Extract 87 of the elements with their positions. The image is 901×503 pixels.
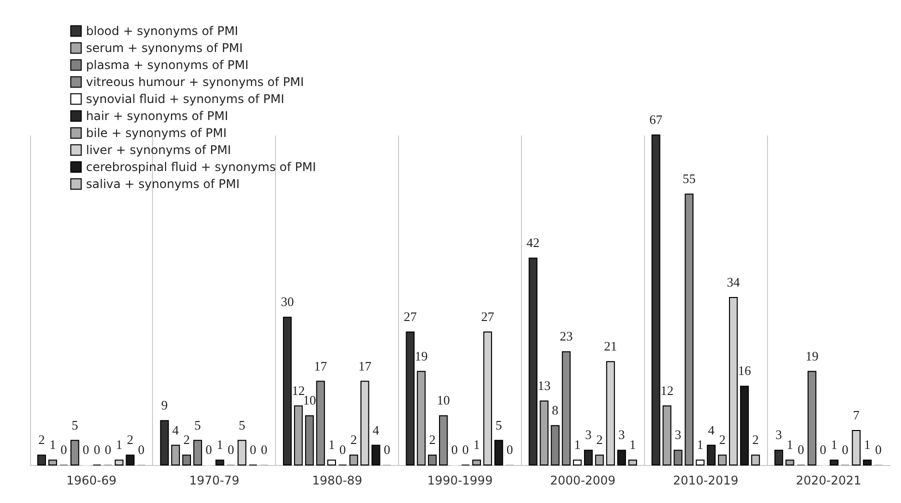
legend-label: synovial fluid + synonyms of PMI [86, 92, 284, 106]
data-label: 17 [314, 358, 328, 374]
data-label: 8 [552, 402, 558, 418]
data-label: 1 [328, 437, 335, 452]
data-label: 0 [875, 442, 882, 457]
legend-label: bile + synonyms of PMI [86, 126, 227, 140]
data-label: 0 [798, 442, 804, 457]
data-label: 1 [49, 437, 56, 452]
data-label: 3 [776, 427, 782, 442]
x-tick-label: 1960-69 [66, 474, 116, 488]
data-label: 0 [842, 442, 848, 457]
data-label: 0 [506, 442, 514, 457]
data-label: 1 [696, 437, 704, 452]
data-label: 10 [436, 392, 450, 408]
data-label: 2 [38, 432, 45, 448]
data-label: 5 [72, 417, 78, 432]
data-label: 19 [414, 348, 428, 364]
data-label: 4 [372, 422, 380, 438]
data-label: 17 [358, 358, 372, 374]
x-tick-label: 2020-2021 [796, 474, 862, 488]
data-label: 0 [60, 442, 68, 457]
x-tick-label: 1970-79 [189, 474, 240, 488]
data-label: 13 [538, 378, 551, 393]
data-label: 1 [786, 437, 794, 452]
data-label: 1 [473, 437, 480, 452]
data-label: 3 [674, 427, 682, 442]
legend-label: hair + synonyms of PMI [86, 109, 228, 123]
x-tick-label: 2010-2019 [673, 474, 738, 488]
data-label: 55 [682, 171, 696, 186]
data-label: 2 [429, 432, 436, 448]
data-label: 0 [250, 442, 256, 457]
data-label: 2 [183, 432, 190, 448]
data-label: 0 [339, 442, 346, 457]
data-label: 19 [805, 348, 818, 364]
data-label: 1 [116, 437, 122, 452]
data-label: 3 [618, 427, 625, 442]
legend-label: plasma + synonyms of PMI [86, 58, 249, 72]
x-tick-label: 2000-2009 [550, 474, 616, 488]
data-label: 0 [260, 442, 268, 457]
data-label: 2 [126, 432, 134, 448]
legend-label: serum + synonyms of PMI [86, 41, 243, 55]
data-label: 0 [820, 442, 826, 457]
data-label: 30 [280, 294, 294, 310]
data-label: 2 [752, 432, 759, 448]
legend-label: cerebrospinal fluid + synonyms of PMI [86, 160, 316, 174]
data-label: 4 [172, 422, 180, 438]
data-label: 2 [350, 432, 357, 448]
data-label: 1 [864, 437, 871, 452]
legend-label: saliva + synonyms of PMI [86, 177, 240, 191]
data-label: 9 [161, 398, 168, 413]
data-label: 0 [228, 442, 234, 457]
data-label: 16 [738, 363, 752, 378]
data-label: 34 [726, 274, 740, 290]
data-label: 12 [292, 382, 305, 398]
data-label: 0 [94, 442, 100, 457]
legend-label: blood + synonyms of PMI [86, 24, 238, 38]
data-label: 5 [194, 417, 201, 432]
data-label: 1 [629, 437, 636, 452]
data-label: 5 [495, 417, 502, 432]
legend-label: liver + synonyms of PMI [86, 143, 232, 157]
data-label: 4 [708, 422, 715, 438]
data-label: 0 [138, 442, 144, 457]
data-label: 42 [526, 235, 540, 250]
data-label: 27 [481, 309, 495, 324]
data-label: 0 [206, 442, 212, 457]
data-label: 5 [238, 417, 246, 432]
data-label: 7 [852, 408, 860, 423]
data-label: 2 [719, 432, 726, 448]
data-label: 27 [404, 309, 418, 324]
data-label: 1 [830, 437, 838, 452]
x-tick-label: 1980-89 [312, 474, 362, 488]
x-tick-label: 1990-1999 [427, 474, 493, 488]
data-label: 23 [560, 328, 573, 344]
data-label: 0 [82, 442, 90, 457]
data-label: 1 [574, 437, 581, 452]
legend-label: vitreous humour + synonyms of PMI [86, 75, 304, 89]
data-label: 3 [585, 427, 592, 442]
data-label: 12 [660, 382, 674, 398]
data-label: 67 [649, 112, 663, 127]
data-label: 10 [302, 392, 316, 408]
data-label: 0 [462, 442, 469, 457]
data-label: 21 [604, 338, 618, 354]
data-label: 0 [451, 442, 458, 457]
data-label: 1 [216, 437, 224, 452]
data-label: 0 [384, 442, 390, 457]
data-label: 0 [104, 442, 112, 457]
data-label: 2 [596, 432, 603, 448]
